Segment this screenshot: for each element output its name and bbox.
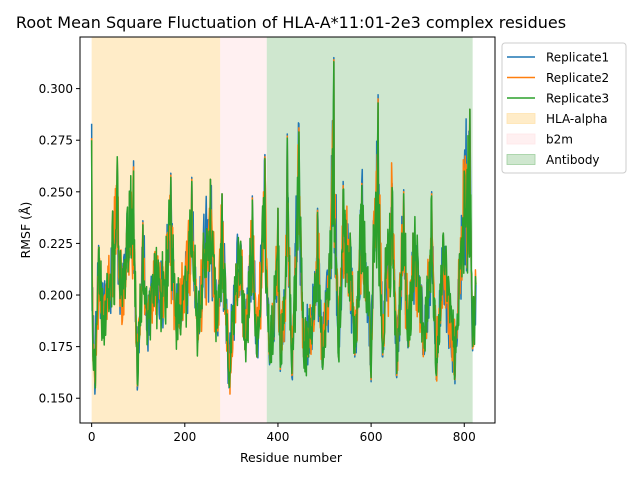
x-tick-label: 600 bbox=[360, 430, 383, 444]
y-tick-label: 0.175 bbox=[39, 340, 73, 354]
y-tick-label: 0.300 bbox=[39, 82, 73, 96]
x-tick-label: 800 bbox=[453, 430, 476, 444]
y-tick-label: 0.275 bbox=[39, 134, 73, 148]
legend-label-replicate3: Replicate3 bbox=[546, 92, 609, 106]
legend-swatch-hla-alpha bbox=[506, 113, 536, 124]
y-axis: 0.150 0.175 0.200 0.225 0.250 0.275 0.300 bbox=[39, 82, 80, 406]
y-tick-label: 0.250 bbox=[39, 185, 73, 199]
y-tick-label: 0.150 bbox=[39, 392, 73, 406]
x-tick-label: 400 bbox=[266, 430, 289, 444]
plot-frame bbox=[79, 36, 496, 424]
series-lines bbox=[90, 56, 477, 395]
x-axis-label: Residue number bbox=[240, 450, 343, 465]
legend-label-replicate2: Replicate2 bbox=[546, 71, 609, 85]
y-tick-label: 0.200 bbox=[39, 289, 73, 303]
x-tick-label: 0 bbox=[88, 430, 96, 444]
y-tick-label: 0.225 bbox=[39, 237, 73, 251]
chart-title: Root Mean Square Fluctuation of HLA-A*11… bbox=[16, 13, 566, 32]
legend-label-hla-alpha: HLA-alpha bbox=[546, 112, 608, 126]
legend-label-antibody: Antibody bbox=[546, 153, 600, 167]
legend-swatch-antibody bbox=[506, 154, 536, 165]
y-axis-label: RMSF (Å) bbox=[18, 202, 33, 259]
legend: Replicate1 Replicate2 Replicate3 HLA-alpha b… bbox=[501, 42, 627, 174]
legend-swatch-b2m bbox=[506, 133, 536, 145]
series-line-replicate3 bbox=[90, 61, 477, 389]
x-axis: 0 200 400 600 800 bbox=[88, 423, 476, 444]
x-tick-label: 200 bbox=[173, 430, 196, 444]
region-band-hla-alpha bbox=[91, 37, 221, 423]
legend-label-replicate1: Replicate1 bbox=[546, 51, 609, 65]
legend-label-b2m: b2m bbox=[546, 133, 573, 147]
region-bands bbox=[91, 37, 473, 423]
